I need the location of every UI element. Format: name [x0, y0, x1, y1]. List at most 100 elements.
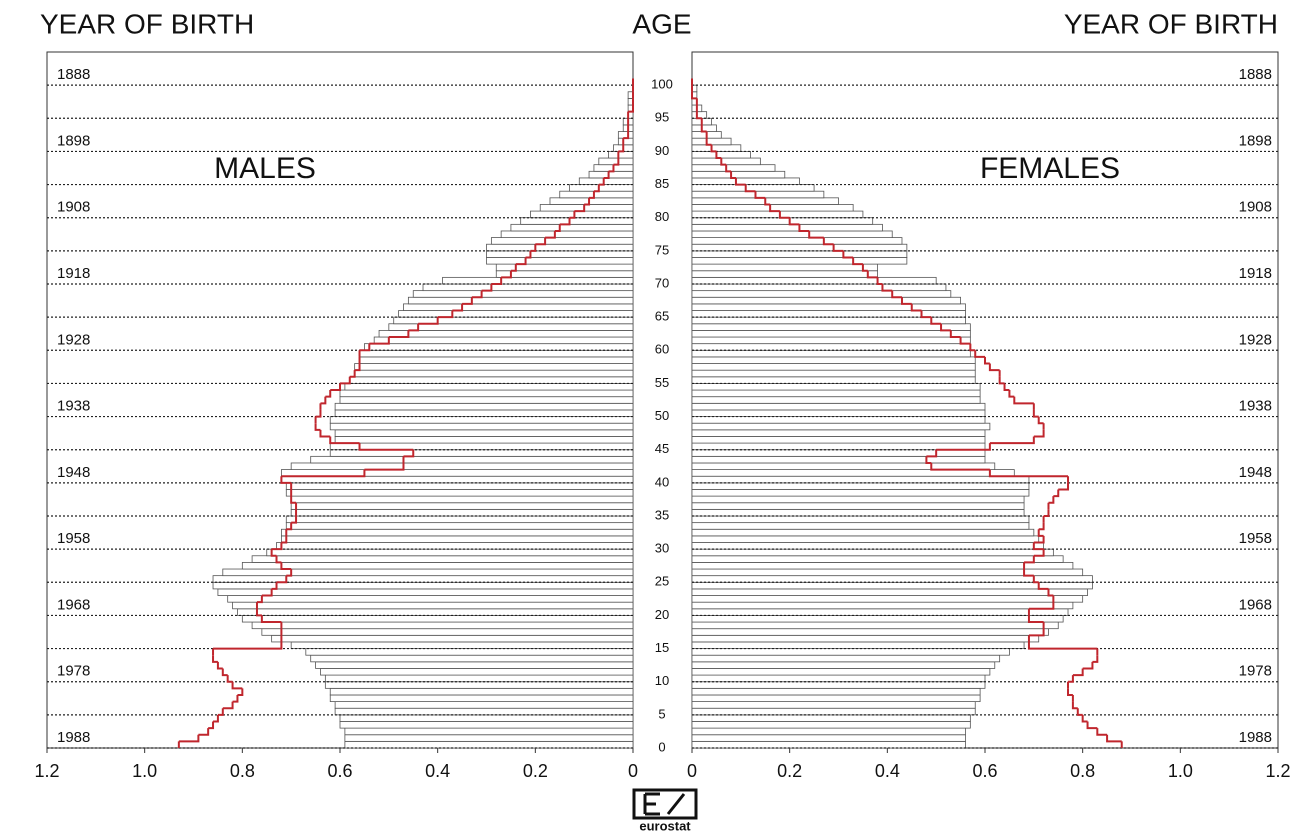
bar: [691, 270, 878, 278]
logo-mark: [643, 792, 686, 816]
x-tick-label: 0.6: [972, 761, 997, 781]
year-tick-label: 1948: [57, 464, 90, 481]
step-line: [217, 708, 224, 716]
x-tick-label: 0.2: [777, 761, 802, 781]
bar: [329, 687, 634, 696]
bar: [691, 668, 991, 676]
step-line: [720, 158, 727, 166]
age-tick-label: 5: [658, 706, 665, 721]
bar: [691, 508, 1025, 517]
age-tick-label: 15: [655, 640, 669, 655]
step-line: [471, 290, 483, 299]
step-line: [861, 264, 868, 272]
bar: [691, 455, 986, 464]
step-line: [695, 111, 702, 120]
age-tick-label: 55: [655, 375, 669, 390]
year-tick-label: 1928: [57, 331, 90, 348]
bar: [691, 687, 981, 696]
step-line: [256, 595, 263, 604]
step-line: [778, 211, 790, 219]
step-line: [574, 204, 586, 213]
age-tick-label: 95: [655, 110, 669, 125]
bar: [691, 336, 971, 345]
bar: [329, 422, 634, 431]
step-line: [569, 211, 576, 219]
step-line: [798, 224, 810, 232]
bar: [691, 250, 908, 258]
bar: [510, 223, 634, 232]
year-tick-label: 1978: [1239, 663, 1272, 680]
bar: [285, 515, 634, 524]
x-tick-label: 1.0: [1168, 761, 1193, 781]
bar: [691, 634, 1040, 643]
step-line: [403, 449, 415, 458]
bar: [691, 502, 1025, 510]
bar: [329, 694, 634, 703]
bar: [691, 257, 908, 265]
step-line: [281, 535, 288, 544]
bar: [359, 356, 634, 364]
step-line: [329, 436, 360, 445]
step-line: [1028, 628, 1045, 637]
bar: [691, 674, 986, 683]
bar: [285, 482, 634, 490]
bar: [310, 654, 634, 663]
step-line: [1071, 701, 1078, 710]
bar: [691, 489, 1030, 497]
x-tick-label: 0.8: [230, 761, 255, 781]
step-line: [974, 350, 985, 358]
step-line: [1037, 416, 1044, 425]
year-tick-label: 1968: [1239, 596, 1272, 613]
bar: [241, 562, 634, 570]
bar: [290, 502, 634, 510]
year-tick-label: 1908: [1239, 199, 1272, 216]
bar: [691, 608, 1069, 616]
bar: [691, 548, 1054, 557]
year-label: YEAR OF BIRTH: [1064, 8, 1278, 39]
step-line: [276, 575, 288, 584]
x-tick-label: 0.2: [523, 761, 548, 781]
step-line: [1027, 615, 1044, 624]
step-line: [822, 237, 834, 246]
bar: [691, 356, 976, 364]
bar: [691, 562, 1074, 570]
year-tick-label: 1888: [1239, 66, 1272, 83]
step-line: [832, 244, 844, 252]
step-line: [730, 171, 736, 179]
step-line: [491, 277, 503, 285]
step-line: [613, 158, 620, 166]
bar: [344, 727, 634, 736]
step-line: [358, 443, 414, 451]
step-line: [1053, 489, 1060, 498]
bar: [691, 542, 1045, 550]
bar: [691, 376, 976, 384]
age-tick-label: 80: [655, 209, 669, 224]
step-line: [608, 164, 615, 173]
bar: [227, 595, 634, 603]
bar: [691, 621, 1059, 630]
bar: [691, 422, 991, 431]
year-tick-label: 1938: [1239, 398, 1272, 415]
x-tick-label: 0: [687, 761, 697, 781]
bar: [691, 276, 937, 285]
bar: [334, 707, 634, 716]
step-line: [930, 317, 942, 325]
step-line: [926, 449, 938, 458]
bar: [364, 343, 634, 351]
bar: [691, 436, 986, 444]
bar: [691, 323, 971, 331]
bar: [232, 601, 634, 610]
year-tick-label: 1988: [1239, 729, 1272, 746]
step-line: [866, 270, 878, 279]
step-line: [1024, 555, 1035, 564]
step-line: [891, 290, 902, 299]
step-line: [1003, 383, 1010, 392]
step-line: [325, 390, 332, 398]
bar: [334, 409, 634, 417]
step-line: [715, 151, 722, 160]
x-tick-label: 0.4: [875, 761, 900, 781]
bar: [691, 615, 1064, 623]
year-tick-label: 1918: [57, 265, 90, 282]
age-tick-label: 60: [655, 342, 669, 357]
